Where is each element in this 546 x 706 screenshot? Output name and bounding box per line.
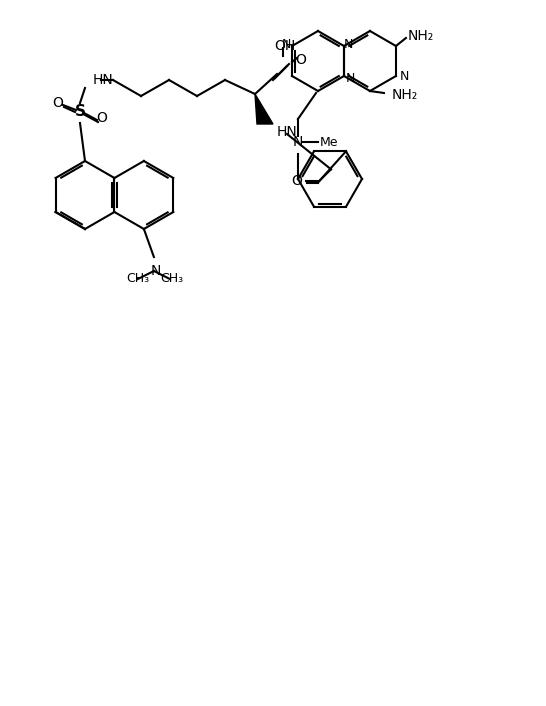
Text: N: N xyxy=(345,71,355,85)
Text: OH: OH xyxy=(275,39,295,53)
Polygon shape xyxy=(255,94,273,124)
Text: N: N xyxy=(151,264,161,278)
Text: O: O xyxy=(295,53,306,67)
Text: NH₂: NH₂ xyxy=(408,29,434,43)
Text: O: O xyxy=(52,96,63,110)
Text: Me: Me xyxy=(320,136,339,148)
Text: N: N xyxy=(399,69,408,83)
Text: CH₃: CH₃ xyxy=(126,273,150,285)
Text: NH₂: NH₂ xyxy=(392,88,418,102)
Text: N: N xyxy=(293,135,303,149)
Text: N: N xyxy=(281,37,290,51)
Text: HN: HN xyxy=(277,125,298,139)
Text: CH₃: CH₃ xyxy=(161,273,183,285)
Text: S: S xyxy=(74,104,86,119)
Text: O: O xyxy=(292,174,302,189)
Text: HN: HN xyxy=(93,73,114,87)
Text: O: O xyxy=(97,111,108,125)
Text: N: N xyxy=(343,37,353,51)
